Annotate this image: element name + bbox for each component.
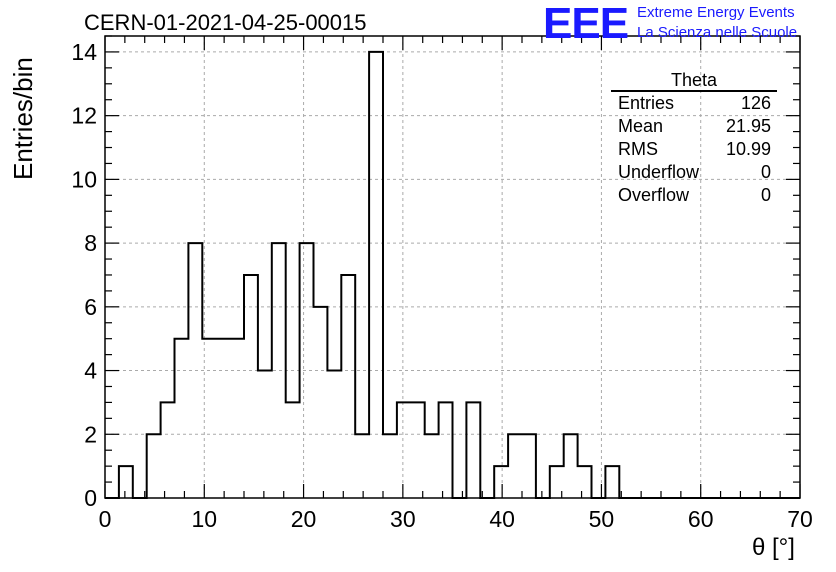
chart-title: CERN-01-2021-04-25-00015	[84, 10, 367, 35]
stats-title: Theta	[611, 70, 777, 92]
x-tick-label: 30	[390, 506, 416, 532]
x-tick-label: 0	[99, 506, 112, 532]
x-tick-label: 40	[489, 506, 515, 532]
logo-line-1: Extreme Energy Events	[637, 4, 795, 21]
stats-value: 10.99	[725, 139, 771, 159]
histogram-series	[105, 50, 800, 499]
grid-lines	[105, 36, 800, 498]
y-tick-label: 8	[84, 230, 97, 256]
axes: 0 10 20 30 40 50 60 70 0 2 4 6 8 10 12 14	[71, 35, 813, 532]
stats-value: 0	[760, 162, 771, 182]
stats-row-entries: Entries 126	[611, 92, 777, 115]
stats-label: Underflow	[618, 162, 700, 182]
stats-row-underflow: Underflow 0	[611, 161, 777, 184]
y-tick-label: 4	[84, 358, 97, 384]
plot-frame	[104, 35, 801, 499]
y-tick-label: 12	[71, 103, 97, 129]
y-tick-label: 14	[71, 39, 97, 65]
stats-value: 21.95	[725, 116, 771, 136]
x-tick-label: 50	[589, 506, 615, 532]
stats-label: Entries	[618, 93, 675, 113]
stats-row-mean: Mean 21.95	[611, 115, 777, 138]
logo-line-2: La Scienza nelle Scuole	[637, 24, 798, 41]
stats-row-rms: RMS 10.99	[611, 138, 777, 161]
y-axis-label: Entries/bin	[8, 57, 38, 180]
stats-value: 126	[740, 93, 771, 113]
y-tick-label: 6	[84, 294, 97, 320]
x-axis-label: θ [°]	[752, 534, 795, 561]
eee-logo: EEE	[543, 0, 629, 48]
y-tick-label: 0	[84, 485, 97, 511]
stats-value: 0	[760, 185, 771, 205]
x-tick-label: 10	[191, 506, 217, 532]
stats-label: Overflow	[618, 185, 690, 205]
x-tick-label: 60	[688, 506, 714, 532]
y-tick-label: 2	[84, 421, 97, 447]
stats-label: Mean	[618, 116, 664, 136]
x-tick-label: 20	[291, 506, 317, 532]
y-tick-label: 10	[71, 166, 97, 192]
stats-label: RMS	[618, 139, 658, 159]
x-tick-label: 70	[787, 506, 813, 532]
stats-box: Theta Entries 126 Mean 21.95 RMS 10.99 U…	[611, 70, 777, 207]
stats-row-overflow: Overflow 0	[611, 184, 777, 207]
histogram-outline	[105, 50, 800, 499]
